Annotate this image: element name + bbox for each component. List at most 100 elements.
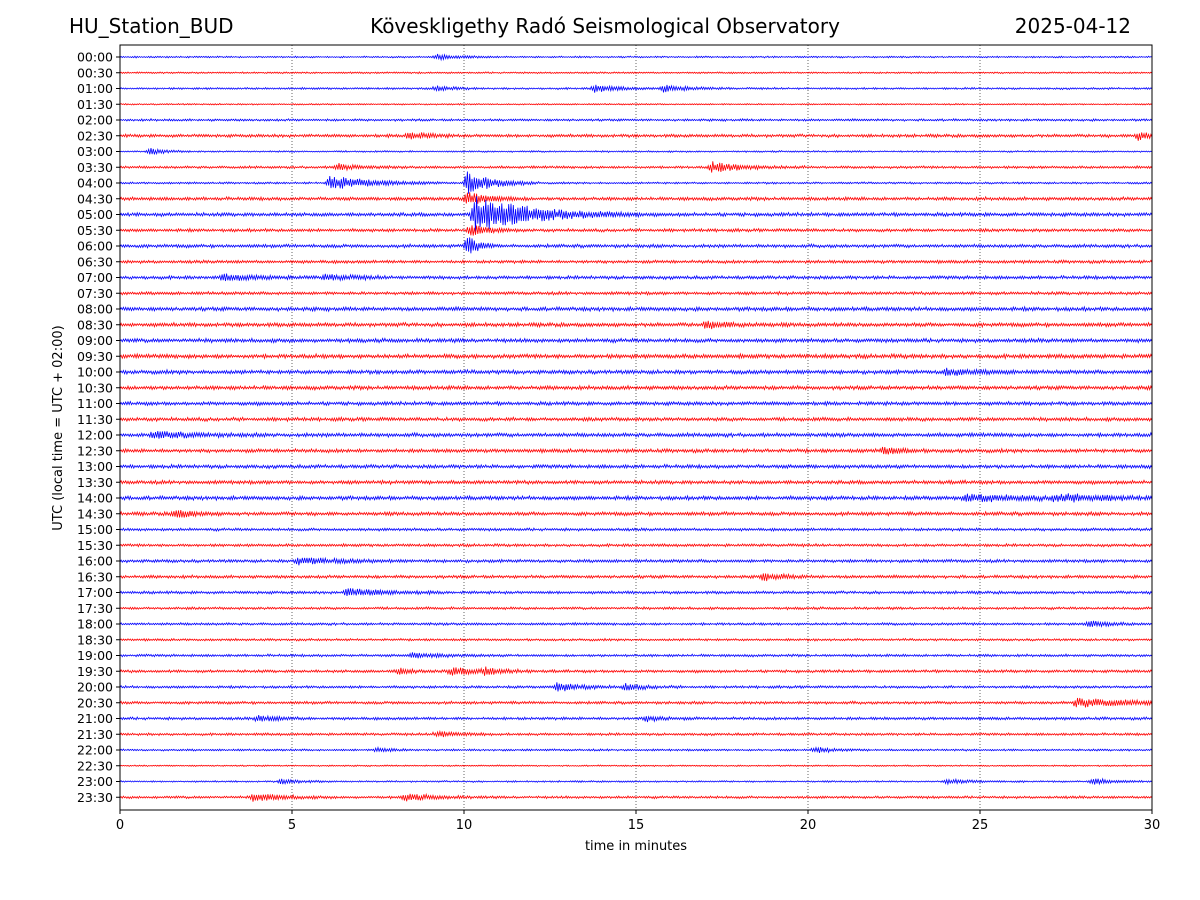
y-tick-label: 05:00 xyxy=(77,207,113,222)
y-tick-label: 17:30 xyxy=(77,601,113,616)
trace-1200 xyxy=(119,431,1153,440)
y-tick-label: 10:30 xyxy=(77,380,113,395)
y-tick-label: 08:00 xyxy=(77,302,113,317)
y-tick-label: 01:30 xyxy=(77,97,113,112)
trace-1630 xyxy=(119,572,1153,582)
trace-0200 xyxy=(119,117,1153,123)
y-tick-label: 20:30 xyxy=(77,695,113,710)
x-tick-label: 30 xyxy=(1144,818,1161,833)
x-tick-label: 25 xyxy=(972,818,989,833)
trace-2000 xyxy=(119,682,1153,692)
y-tick-label: 03:30 xyxy=(77,160,113,175)
trace-2200 xyxy=(119,746,1153,754)
y-tick-label: 22:00 xyxy=(77,743,113,758)
x-axis: 0 5 10 15 20 25 30 xyxy=(116,810,1160,833)
seismogram-traces xyxy=(119,53,1153,802)
y-tick-label: 09:00 xyxy=(77,333,113,348)
trace-0430 xyxy=(119,192,1153,204)
y-tick-label: 12:30 xyxy=(77,443,113,458)
trace-0230 xyxy=(119,131,1153,141)
trace-0600 xyxy=(119,237,1153,254)
y-tick-label: 23:30 xyxy=(77,790,113,805)
x-tick-label: 10 xyxy=(456,818,473,833)
trace-1230 xyxy=(119,446,1153,455)
trace-0930 xyxy=(119,352,1153,361)
x-tick-label: 15 xyxy=(628,818,645,833)
y-tick-label: 22:30 xyxy=(77,758,113,773)
x-tick-label: 5 xyxy=(288,818,296,833)
trace-2230 xyxy=(119,764,1153,768)
trace-0830 xyxy=(119,320,1153,330)
trace-1030 xyxy=(119,384,1153,392)
trace-0700 xyxy=(119,273,1153,282)
x-axis-label: time in minutes xyxy=(585,839,687,854)
trace-1500 xyxy=(119,527,1153,533)
trace-0530 xyxy=(119,225,1153,236)
trace-1900 xyxy=(119,652,1153,659)
y-tick-label: 21:30 xyxy=(77,727,113,742)
x-tick-label: 20 xyxy=(800,818,817,833)
y-tick-label: 11:30 xyxy=(77,412,113,427)
trace-1830 xyxy=(119,637,1153,642)
y-tick-label: 04:00 xyxy=(77,176,113,191)
trace-1100 xyxy=(119,400,1153,407)
y-tick-label: 00:30 xyxy=(77,65,113,80)
trace-2130 xyxy=(119,729,1153,738)
chart-date: 2025-04-12 xyxy=(1014,14,1131,38)
y-tick-label: 09:30 xyxy=(77,349,113,364)
trace-0130 xyxy=(119,102,1153,106)
y-tick-label: 13:30 xyxy=(77,475,113,490)
y-tick-label: 01:00 xyxy=(77,81,113,96)
y-axis-label: UTC (local time = UTC + 02:00) xyxy=(51,325,66,530)
y-tick-label: 21:00 xyxy=(77,711,113,726)
trace-0900 xyxy=(119,337,1153,345)
y-axis: 00:0000:3001:0001:3002:0002:3003:0003:30… xyxy=(77,50,120,805)
y-tick-label: 03:00 xyxy=(77,144,113,159)
trace-2100 xyxy=(119,714,1153,723)
y-tick-label: 10:00 xyxy=(77,365,113,380)
y-tick-label: 02:00 xyxy=(77,113,113,128)
y-tick-label: 15:30 xyxy=(77,538,113,553)
y-tick-label: 16:30 xyxy=(77,569,113,584)
trace-0730 xyxy=(119,290,1153,297)
trace-2300 xyxy=(119,777,1153,786)
y-tick-label: 05:30 xyxy=(77,223,113,238)
y-tick-label: 19:00 xyxy=(77,648,113,663)
y-tick-label: 14:00 xyxy=(77,491,113,506)
trace-2330 xyxy=(119,792,1153,802)
station-name: HU_Station_BUD xyxy=(69,14,234,38)
trace-1730 xyxy=(119,606,1153,611)
trace-1930 xyxy=(119,666,1153,676)
trace-0400 xyxy=(119,171,1153,194)
y-tick-label: 07:00 xyxy=(77,270,113,285)
y-tick-label: 00:00 xyxy=(77,50,113,65)
trace-0500 xyxy=(119,196,1153,233)
y-tick-label: 20:00 xyxy=(77,680,113,695)
trace-0100 xyxy=(119,84,1153,93)
y-tick-label: 04:30 xyxy=(77,191,113,206)
trace-1130 xyxy=(119,415,1153,423)
trace-1600 xyxy=(119,556,1153,566)
y-tick-label: 18:00 xyxy=(77,617,113,632)
y-tick-label: 02:30 xyxy=(77,128,113,143)
trace-1400 xyxy=(119,493,1153,503)
trace-1800 xyxy=(119,620,1153,628)
trace-0800 xyxy=(119,305,1153,313)
trace-0630 xyxy=(119,259,1153,265)
y-tick-label: 17:00 xyxy=(77,585,113,600)
trace-1000 xyxy=(119,367,1153,376)
y-tick-label: 14:30 xyxy=(77,506,113,521)
y-tick-label: 06:00 xyxy=(77,239,113,254)
trace-0000 xyxy=(119,53,1153,62)
trace-0300 xyxy=(119,147,1153,156)
trace-2030 xyxy=(119,697,1153,708)
y-tick-label: 06:30 xyxy=(77,254,113,269)
y-tick-label: 13:00 xyxy=(77,459,113,474)
trace-1530 xyxy=(119,542,1153,548)
chart-title: Köveskligethy Radó Seismological Observa… xyxy=(370,14,840,38)
y-tick-label: 18:30 xyxy=(77,632,113,647)
y-tick-label: 12:00 xyxy=(77,428,113,443)
trace-1430 xyxy=(119,510,1153,518)
trace-0330 xyxy=(119,161,1153,173)
